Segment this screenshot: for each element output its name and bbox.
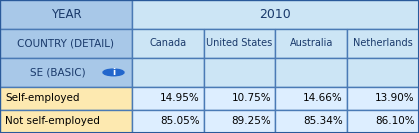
Text: 85.34%: 85.34% [303, 117, 343, 126]
Text: YEAR: YEAR [51, 8, 81, 21]
Text: 2010: 2010 [260, 8, 291, 21]
Text: Australia: Australia [290, 38, 333, 48]
Text: 10.75%: 10.75% [232, 93, 271, 103]
Bar [0, 87, 132, 110]
Text: SE (BASIC): SE (BASIC) [30, 67, 86, 77]
Bar [0, 58, 132, 87]
Text: Not self-employed: Not self-employed [5, 117, 100, 126]
Bar [204, 110, 276, 133]
Bar [204, 87, 276, 110]
Bar [276, 87, 347, 110]
Text: 86.10%: 86.10% [375, 117, 415, 126]
Text: Canada: Canada [149, 38, 186, 48]
Circle shape [103, 69, 124, 76]
Bar [132, 29, 204, 58]
Text: United States: United States [207, 38, 273, 48]
Bar [0, 110, 132, 133]
Text: 89.25%: 89.25% [231, 117, 271, 126]
Bar [276, 29, 347, 58]
Text: i: i [112, 68, 115, 77]
Bar [132, 58, 204, 87]
Text: 85.05%: 85.05% [160, 117, 199, 126]
Text: 14.66%: 14.66% [303, 93, 343, 103]
Bar [132, 87, 204, 110]
Bar [347, 87, 419, 110]
Bar [204, 29, 276, 58]
Bar [132, 110, 204, 133]
Bar [132, 0, 419, 29]
Bar [0, 29, 132, 58]
Bar [276, 110, 347, 133]
Text: Self-employed: Self-employed [5, 93, 80, 103]
Text: 13.90%: 13.90% [375, 93, 415, 103]
Text: Netherlands: Netherlands [353, 38, 413, 48]
Bar [347, 58, 419, 87]
Bar [204, 58, 276, 87]
Bar [347, 29, 419, 58]
Text: 14.95%: 14.95% [160, 93, 199, 103]
Bar [347, 110, 419, 133]
Bar [0, 0, 132, 29]
Text: COUNTRY (DETAIL): COUNTRY (DETAIL) [18, 38, 114, 48]
Bar [276, 58, 347, 87]
